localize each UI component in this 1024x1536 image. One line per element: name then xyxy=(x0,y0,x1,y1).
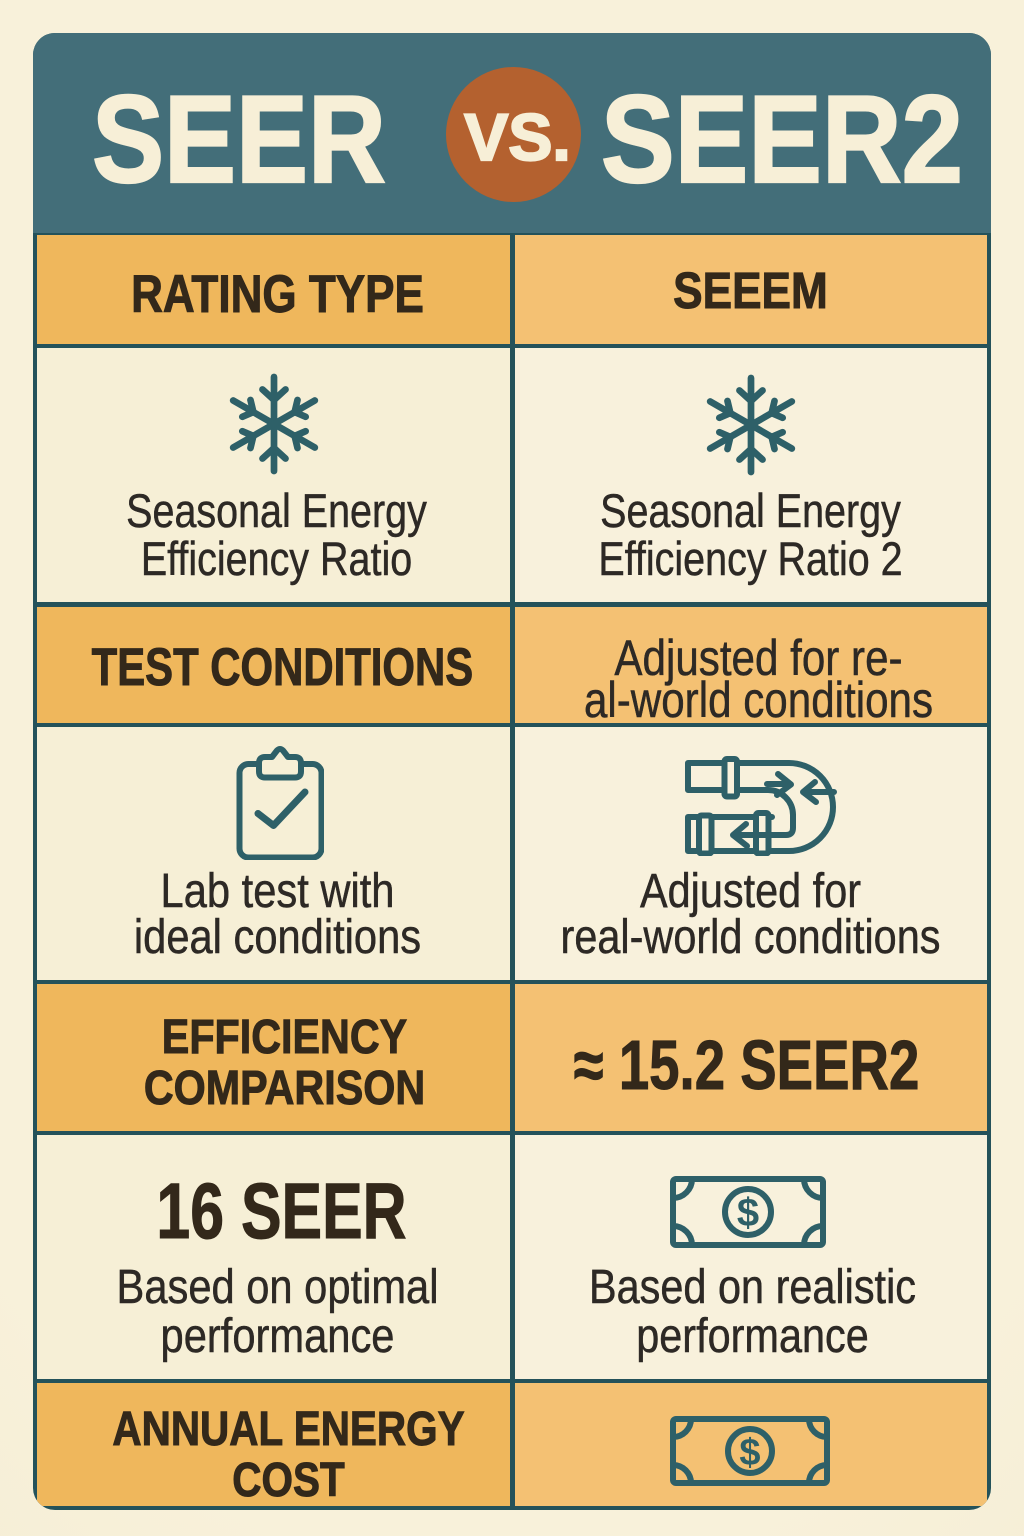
svg-text:$: $ xyxy=(739,1432,760,1474)
svg-text:$: $ xyxy=(737,1191,759,1235)
